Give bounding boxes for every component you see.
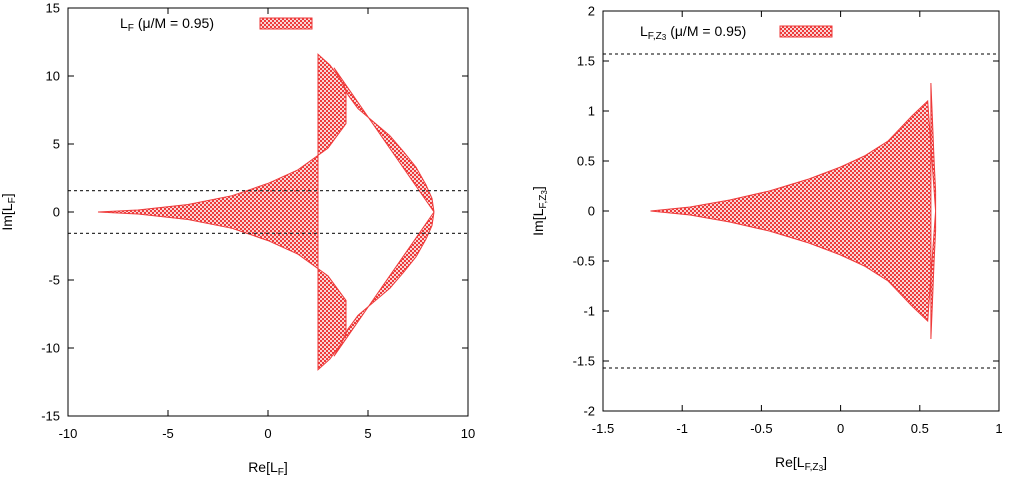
y-tick-label: -5 [48,273,60,288]
y-tick-label: 15 [46,1,60,16]
x-tick-label: -10 [59,426,78,441]
y-tick-label: 1 [588,104,595,119]
x-tick-label: 10 [461,426,475,441]
region-fill [97,53,435,371]
y-tick-label: -10 [41,341,60,356]
legend-swatch [259,17,313,30]
legend-label: LF​ (μ/M = 0.95) [120,15,214,34]
x-tick-label: -1 [676,421,688,436]
chart-panel-1: -10 -5 0 5 10 -15 -10 -5 0 5 10 15 Re[LF​] Im[LF​] LF​… [0,1,475,478]
x-tick-label: -0.5 [750,421,772,436]
y-tick-label: -1 [583,304,595,319]
x-tick-label: 0 [264,426,271,441]
x-tick-label: 5 [364,426,371,441]
y-tick-label: -0.5 [573,254,595,269]
chart-panel-2: -1.5 -1 -0.5 0 0.5 1 -2 -1.5 -1 -0.5 0 0.5 1 1.5 2 Re[L… [530,4,1003,473]
x-tick-label: 1 [995,421,1002,436]
y-tick-label: 5 [53,137,60,152]
y-tick-label: 1.5 [577,54,595,69]
x-axis-label: Re[LF​] [248,459,288,478]
legend-label: LF,Z3​ (μ/M = 0.95) [640,23,746,42]
region-fill [650,82,937,340]
y-tick-label: 0 [588,204,595,219]
x-tick-label: 0.5 [911,421,929,436]
x-axis-label: Re[LF,Z3​] [775,454,827,473]
y-axis-label: Im[LF,Z3​] [530,186,549,236]
y-axis-label: Im[LF​] [0,193,18,230]
y-tick-label: 0 [53,205,60,220]
x-tick-label: -5 [162,426,174,441]
y-tick-label: 10 [46,69,60,84]
y-tick-label: 0.5 [577,154,595,169]
legend-swatch [779,25,833,38]
y-tick-label: -2 [583,404,595,419]
x-tick-label: 0 [837,421,844,436]
x-tick-label: -1.5 [592,421,614,436]
y-tick-label: 2 [588,4,595,19]
y-tick-label: -1.5 [573,354,595,369]
y-tick-label: -15 [41,409,60,424]
